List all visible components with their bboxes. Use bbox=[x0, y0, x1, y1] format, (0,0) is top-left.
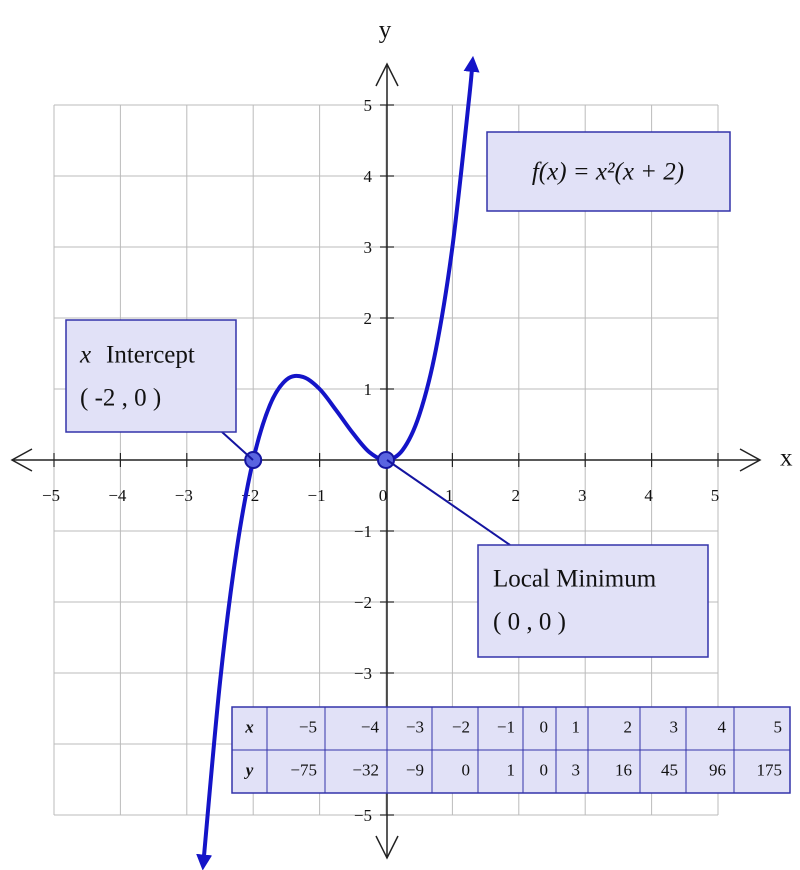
curve bbox=[196, 55, 480, 870]
annotation-box bbox=[65, 319, 237, 433]
table-cell: −32 bbox=[352, 760, 379, 779]
y-tick-label: −2 bbox=[354, 593, 372, 612]
table-cell: 3 bbox=[670, 717, 679, 736]
x-tick-label: 0 bbox=[379, 486, 388, 505]
annotation-title: Local Minimum bbox=[493, 566, 657, 593]
table-cell: −1 bbox=[497, 717, 515, 736]
y-tick-label: 3 bbox=[364, 238, 373, 257]
table-cell: −75 bbox=[290, 760, 317, 779]
leader-line bbox=[221, 431, 254, 461]
y-tick-label: −3 bbox=[354, 664, 372, 683]
table-cell: 5 bbox=[774, 717, 783, 736]
x-tick-label: 5 bbox=[711, 486, 720, 505]
table-cell: 16 bbox=[615, 760, 632, 779]
x-tick-label: −3 bbox=[175, 486, 193, 505]
table-cell: −3 bbox=[406, 717, 424, 736]
table-cell: −9 bbox=[406, 760, 424, 779]
table-cell: −5 bbox=[299, 717, 317, 736]
annotation-title-italic: x bbox=[79, 342, 91, 369]
leader-line bbox=[386, 459, 511, 546]
value-table: x −5 −4 −3 −2 −1 0 1 2 3 4 5y −75 −32 −9 0 1 0 3 16 45 96 175 bbox=[231, 706, 791, 794]
y-tick-label: −1 bbox=[354, 522, 372, 541]
table-cell: 4 bbox=[718, 717, 727, 736]
y-tick-label: 1 bbox=[364, 380, 373, 399]
x-tick-label: 2 bbox=[512, 486, 521, 505]
key-point bbox=[377, 451, 395, 469]
table-cell: −2 bbox=[452, 717, 470, 736]
x-tick-label: −4 bbox=[108, 486, 127, 505]
table-header: x bbox=[244, 717, 254, 736]
y-tick-label: −5 bbox=[354, 806, 372, 825]
y-tick-label: 5 bbox=[364, 96, 373, 115]
annotation-text: ( -2 , 0 ) bbox=[80, 385, 161, 412]
table-cell: 1 bbox=[572, 717, 581, 736]
y-tick-label: 2 bbox=[364, 309, 373, 328]
table-cell: 2 bbox=[624, 717, 633, 736]
x-tick-label: 4 bbox=[644, 486, 653, 505]
y-tick-label: 4 bbox=[364, 167, 373, 186]
table-cell: 175 bbox=[757, 760, 783, 779]
x-axis-label: x bbox=[780, 445, 793, 472]
arrow bbox=[10, 448, 33, 472]
table-cell: 96 bbox=[709, 760, 726, 779]
x-tick-label: −1 bbox=[308, 486, 326, 505]
x-tick-label: 3 bbox=[578, 486, 587, 505]
table-header: y bbox=[244, 760, 254, 779]
y-axis-label: y bbox=[379, 17, 392, 44]
formula-box bbox=[486, 131, 731, 212]
table-cell: 0 bbox=[462, 760, 471, 779]
table-cell: 1 bbox=[507, 760, 516, 779]
annotation-text: ( 0 , 0 ) bbox=[493, 609, 566, 636]
arrow bbox=[739, 448, 762, 472]
table-cell: 3 bbox=[572, 760, 581, 779]
x-tick-label: −5 bbox=[42, 486, 60, 505]
annotation-title: Intercept bbox=[106, 342, 195, 369]
table-cell: 45 bbox=[661, 760, 678, 779]
table-cell: −4 bbox=[361, 717, 380, 736]
table-cell: 0 bbox=[540, 760, 549, 779]
annotation-box bbox=[477, 544, 709, 658]
table-cell: 0 bbox=[540, 717, 549, 736]
plot bbox=[196, 55, 480, 870]
formula: f(x) = x²(x + 2) bbox=[532, 159, 684, 186]
